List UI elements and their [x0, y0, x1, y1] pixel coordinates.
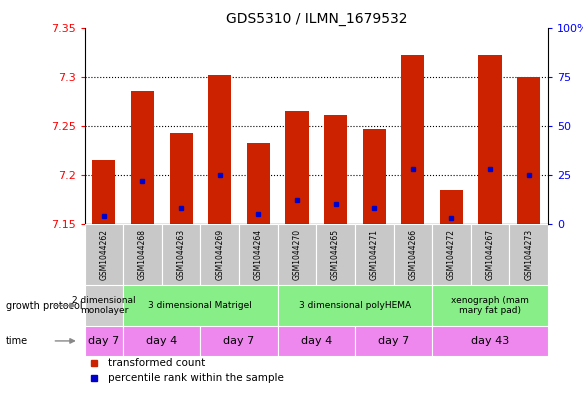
Text: GSM1044268: GSM1044268: [138, 229, 147, 280]
Text: GSM1044270: GSM1044270: [293, 229, 301, 280]
Text: GSM1044265: GSM1044265: [331, 229, 340, 280]
Bar: [239, 224, 278, 285]
Text: growth protocol: growth protocol: [6, 301, 82, 310]
Bar: [479, 55, 501, 224]
Text: GSM1044267: GSM1044267: [486, 229, 494, 280]
Text: 3 dimensional Matrigel: 3 dimensional Matrigel: [149, 301, 252, 310]
Bar: [278, 326, 355, 356]
Bar: [401, 55, 424, 224]
Bar: [123, 326, 201, 356]
Bar: [432, 326, 548, 356]
Text: day 7: day 7: [88, 336, 120, 346]
Text: 2 dimensional
monolayer: 2 dimensional monolayer: [72, 296, 136, 315]
Bar: [471, 224, 510, 285]
Text: GSM1044266: GSM1044266: [408, 229, 417, 280]
Bar: [324, 115, 347, 224]
Bar: [85, 285, 123, 326]
Text: time: time: [6, 336, 28, 346]
Bar: [286, 111, 308, 224]
Text: GSM1044263: GSM1044263: [177, 229, 185, 280]
Bar: [131, 91, 154, 224]
Bar: [247, 143, 270, 224]
Bar: [208, 75, 231, 224]
Bar: [92, 160, 115, 224]
Bar: [170, 132, 192, 224]
Bar: [201, 224, 239, 285]
Text: day 43: day 43: [471, 336, 509, 346]
Bar: [363, 129, 386, 224]
Bar: [394, 224, 432, 285]
Text: GSM1044271: GSM1044271: [370, 229, 379, 280]
Bar: [278, 224, 317, 285]
Bar: [123, 285, 278, 326]
Text: GSM1044273: GSM1044273: [524, 229, 533, 280]
Bar: [432, 285, 548, 326]
Bar: [317, 224, 355, 285]
Bar: [440, 190, 463, 224]
Bar: [85, 224, 123, 285]
Text: GSM1044262: GSM1044262: [99, 229, 108, 280]
Text: GSM1044272: GSM1044272: [447, 229, 456, 280]
Bar: [85, 326, 123, 356]
Bar: [161, 224, 201, 285]
Text: percentile rank within the sample: percentile rank within the sample: [108, 373, 283, 383]
Bar: [123, 224, 161, 285]
Bar: [355, 326, 432, 356]
Text: day 4: day 4: [146, 336, 177, 346]
Text: day 7: day 7: [378, 336, 409, 346]
Bar: [355, 224, 394, 285]
Bar: [278, 285, 432, 326]
Bar: [517, 77, 540, 224]
Text: GSM1044264: GSM1044264: [254, 229, 263, 280]
Text: day 7: day 7: [223, 336, 255, 346]
Title: GDS5310 / ILMN_1679532: GDS5310 / ILMN_1679532: [226, 13, 407, 26]
Bar: [510, 224, 548, 285]
Text: transformed count: transformed count: [108, 358, 205, 368]
Text: 3 dimensional polyHEMA: 3 dimensional polyHEMA: [299, 301, 411, 310]
Text: day 4: day 4: [301, 336, 332, 346]
Bar: [201, 326, 278, 356]
Bar: [432, 224, 471, 285]
Text: GSM1044269: GSM1044269: [215, 229, 224, 280]
Text: xenograph (mam
mary fat pad): xenograph (mam mary fat pad): [451, 296, 529, 315]
